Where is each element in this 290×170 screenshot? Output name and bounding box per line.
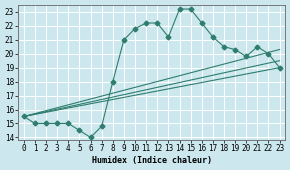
X-axis label: Humidex (Indice chaleur): Humidex (Indice chaleur) [92, 156, 212, 165]
